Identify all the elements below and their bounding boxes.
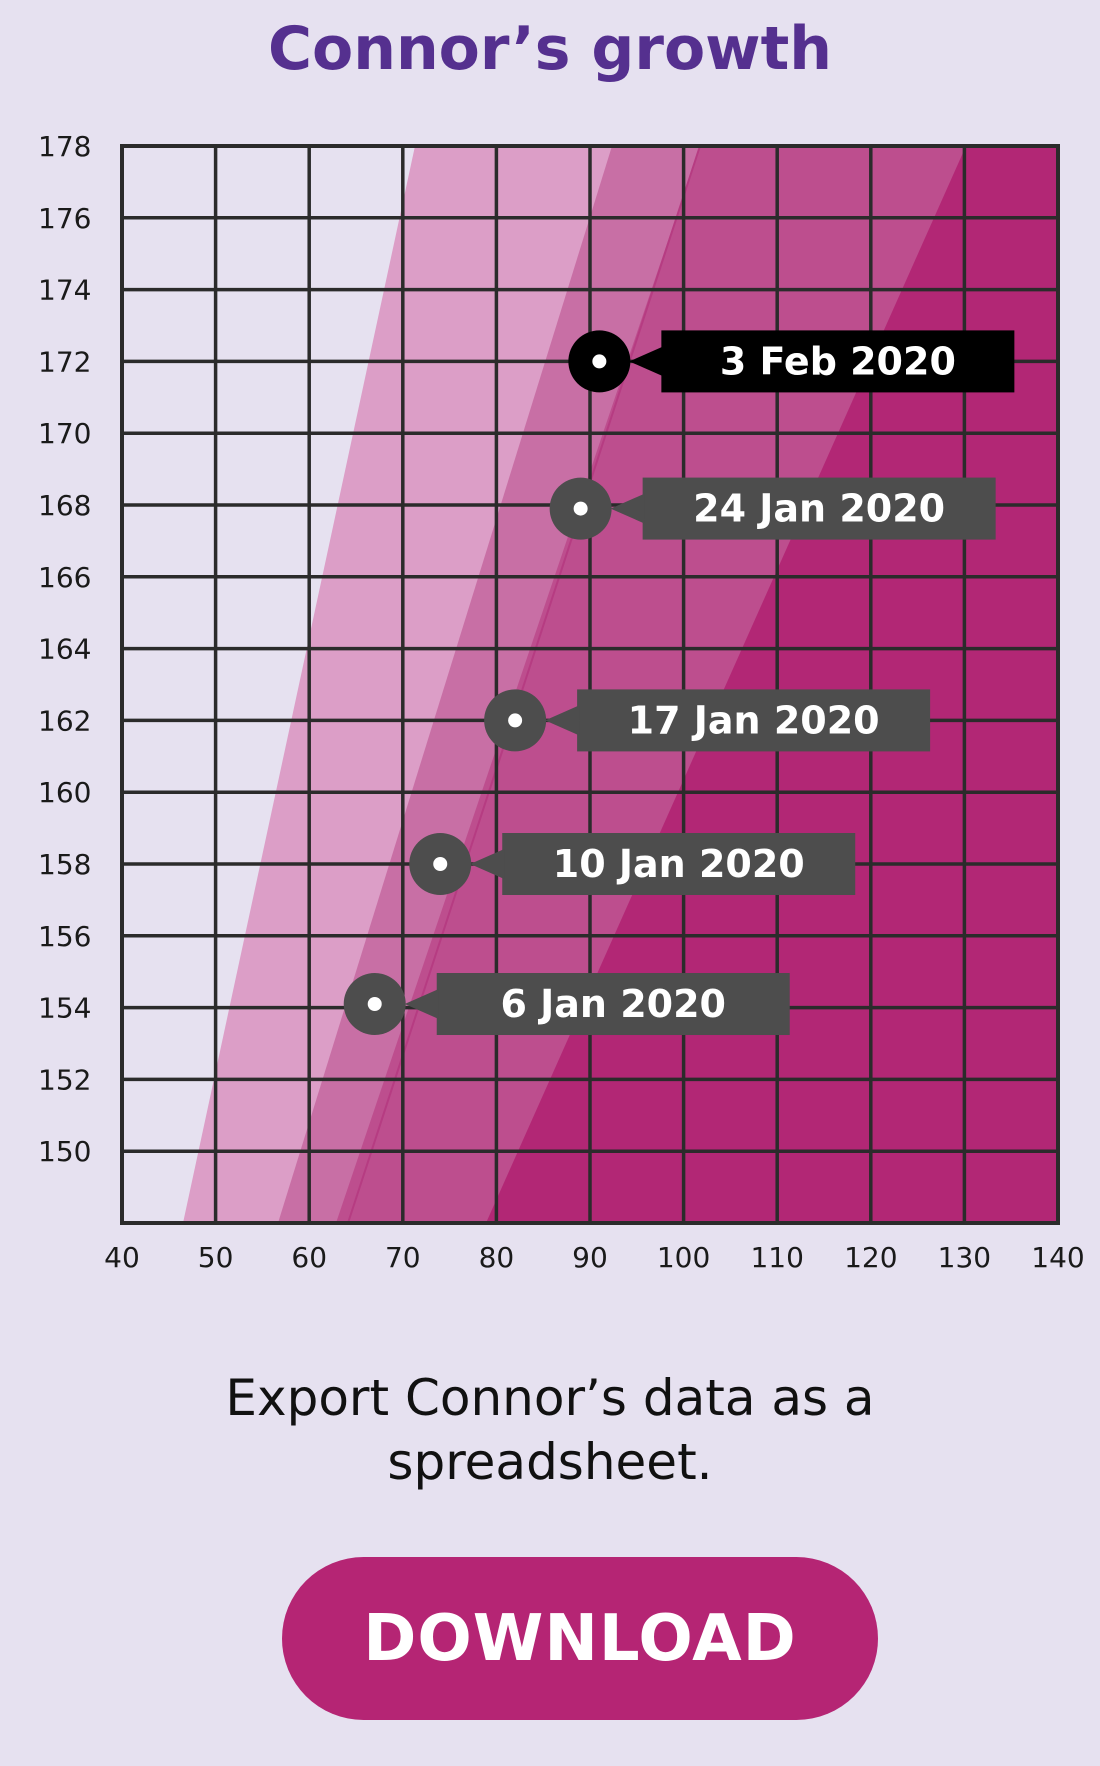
growth-chart: 150 152 154 156 158 160 162 164 166 168 170 172 174 1… <box>38 130 1085 1274</box>
point-callout <box>577 689 931 752</box>
point-callout <box>642 477 996 540</box>
point-marker-center <box>367 997 382 1012</box>
data-point[interactable]: 10 Jan 2020 <box>409 833 856 895</box>
data-point[interactable]: 24 Jan 2020 <box>549 477 996 540</box>
y-axis-ticks: 150 152 154 156 158 160 162 164 166 168 170 172 174 1… <box>38 130 91 1168</box>
x-tick-label: 80 <box>479 1241 515 1274</box>
x-tick-label: 50 <box>198 1241 234 1274</box>
y-tick-label: 158 <box>38 848 91 881</box>
y-tick-label: 154 <box>38 992 91 1025</box>
point-callout <box>502 833 856 895</box>
y-tick-label: 178 <box>38 130 91 163</box>
y-tick-label: 162 <box>38 704 91 737</box>
point-label: 10 Jan 2020 <box>553 842 805 886</box>
page-title: Connor’s growth <box>268 14 832 84</box>
point-marker-center <box>573 501 588 516</box>
y-tick-label: 174 <box>38 274 91 307</box>
y-tick-label: 150 <box>38 1135 91 1168</box>
download-button[interactable]: DOWNLOAD <box>282 1557 878 1720</box>
callout-pointer <box>545 705 580 736</box>
y-tick-label: 164 <box>38 633 91 666</box>
x-tick-label: 100 <box>657 1241 710 1274</box>
callout-pointer <box>629 346 664 377</box>
y-tick-label: 170 <box>38 417 91 450</box>
y-tick-label: 172 <box>38 345 91 378</box>
data-points: 6 Jan 2020 10 Jan 2020 17 Jan 2020 24 Jan 2… <box>343 330 1015 1036</box>
callout-pointer <box>470 849 505 879</box>
callout-pointer <box>404 989 439 1020</box>
point-label: 17 Jan 2020 <box>628 698 880 742</box>
x-tick-label: 110 <box>750 1241 803 1274</box>
plot-border <box>120 144 1060 1225</box>
x-tick-label: 140 <box>1031 1241 1084 1274</box>
point-label: 6 Jan 2020 <box>500 982 726 1026</box>
point-callout <box>436 973 790 1036</box>
x-tick-label: 90 <box>572 1241 608 1274</box>
point-marker-center <box>592 354 607 369</box>
y-tick-label: 168 <box>38 489 91 522</box>
point-marker-center <box>433 857 448 871</box>
x-axis-ticks: 40 50 60 70 80 90 100 110 120 130 140 <box>104 1241 1085 1274</box>
data-point[interactable]: 3 Feb 2020 <box>568 330 1015 393</box>
data-point[interactable]: 6 Jan 2020 <box>343 973 790 1036</box>
y-tick-label: 176 <box>38 202 91 235</box>
band-boundary-line <box>347 145 701 1224</box>
callout-pointer <box>610 493 645 524</box>
y-tick-label: 166 <box>38 561 91 594</box>
y-tick-label: 156 <box>38 920 91 953</box>
x-tick-label: 130 <box>938 1241 991 1274</box>
y-tick-label: 160 <box>38 776 91 809</box>
band-4 <box>486 146 1058 1223</box>
point-label: 24 Jan 2020 <box>693 487 945 531</box>
x-tick-label: 70 <box>385 1241 421 1274</box>
point-marker-center <box>508 713 523 728</box>
y-tick-label: 152 <box>38 1063 91 1096</box>
point-label: 3 Feb 2020 <box>720 339 956 383</box>
x-tick-label: 60 <box>291 1241 327 1274</box>
x-tick-label: 120 <box>844 1241 897 1274</box>
x-tick-label: 40 <box>104 1241 140 1274</box>
export-description: Export Connor’s data as a spreadsheet. <box>225 1369 875 1491</box>
data-point[interactable]: 17 Jan 2020 <box>484 689 931 752</box>
point-callout <box>661 330 1015 393</box>
